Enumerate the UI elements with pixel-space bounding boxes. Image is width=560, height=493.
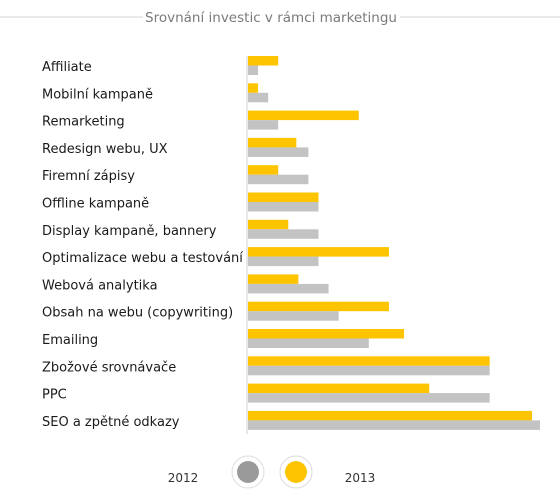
bar-2013-ppc: [248, 383, 430, 394]
bar-2013-affiliate: [248, 56, 279, 66]
bar-2013-firemni-zapisy: [248, 165, 279, 175]
bar-2012-emailing: [248, 338, 369, 348]
category-label-offline-kampane: Offline kampaně: [42, 197, 149, 212]
category-label-seo-a-zpetne-odkazy: SEO a zpětné odkazy: [42, 415, 180, 430]
bar-2013-offline-kampane: [248, 192, 319, 202]
bar-2013-seo-a-zpetne-odkazy: [248, 410, 532, 421]
category-label-display-kampane-bannery: Display kampaně, bannery: [42, 224, 217, 239]
bar-2012-obsah-na-webu-copywriting: [248, 311, 339, 321]
category-label-mobilni-kampane: Mobilní kampaně: [42, 87, 153, 102]
category-label-emailing: Emailing: [42, 333, 98, 348]
bar-2012-offline-kampane: [248, 202, 319, 212]
bar-2013-webova-analytika: [248, 274, 299, 284]
bar-2012-firemni-zapisy: [248, 174, 309, 185]
bar-2013-redesign-webu-ux: [248, 137, 297, 148]
category-labels: Affiliate Mobilní kampaně Remarketing Redes…: [42, 60, 243, 430]
chart-title: Srovnání investic v rámci marketingu: [145, 10, 397, 26]
legend: 2012 2013: [168, 455, 376, 489]
bar-2012-redesign-webu-ux: [248, 147, 309, 157]
bar-2012-mobilni-kampane: [248, 92, 269, 103]
bar-series: [248, 56, 540, 430]
category-label-remarketing: Remarketing: [42, 115, 125, 130]
legend-label-2013: 2013: [345, 471, 376, 485]
bar-2013-obsah-na-webu-copywriting: [248, 301, 389, 312]
bar-2012-display-kampane-bannery: [248, 229, 319, 239]
bar-2012-optimalizace-webu-a-testovani: [248, 256, 319, 267]
bar-2013-zbozove-srovnavace: [248, 356, 490, 366]
bar-2012-webova-analytika: [248, 283, 329, 294]
category-label-obsah-na-webu-copywriting: Obsah na webu (copywriting): [42, 306, 233, 321]
bar-2012-remarketing: [248, 120, 279, 130]
category-label-redesign-webu-ux: Redesign webu, UX: [42, 142, 168, 157]
bar-2012-affiliate: [248, 65, 259, 75]
legend-dot-2013: [285, 461, 307, 483]
category-label-optimalizace-webu-a-testovani: Optimalizace webu a testování: [42, 251, 243, 266]
bar-2012-zbozove-srovnavace: [248, 365, 490, 376]
bar-2013-mobilni-kampane: [248, 83, 259, 93]
category-label-firemni-zapisy: Firemní zápisy: [42, 169, 135, 184]
bar-2013-emailing: [248, 329, 405, 339]
bar-2012-ppc: [248, 393, 490, 403]
legend-label-2012: 2012: [168, 471, 199, 485]
bar-2013-remarketing: [248, 110, 359, 121]
legend-dot-2012: [237, 461, 259, 483]
bar-2013-display-kampane-bannery: [248, 219, 289, 230]
bar-2012-seo-a-zpetne-odkazy: [248, 420, 540, 430]
category-label-webova-analytika: Webová analytika: [42, 278, 158, 293]
category-label-ppc: PPC: [42, 388, 67, 403]
category-label-zbozove-srovnavace: Zbožové srovnávače: [42, 360, 176, 375]
bar-2013-optimalizace-webu-a-testovani: [248, 247, 389, 257]
category-label-affiliate: Affiliate: [42, 60, 92, 75]
